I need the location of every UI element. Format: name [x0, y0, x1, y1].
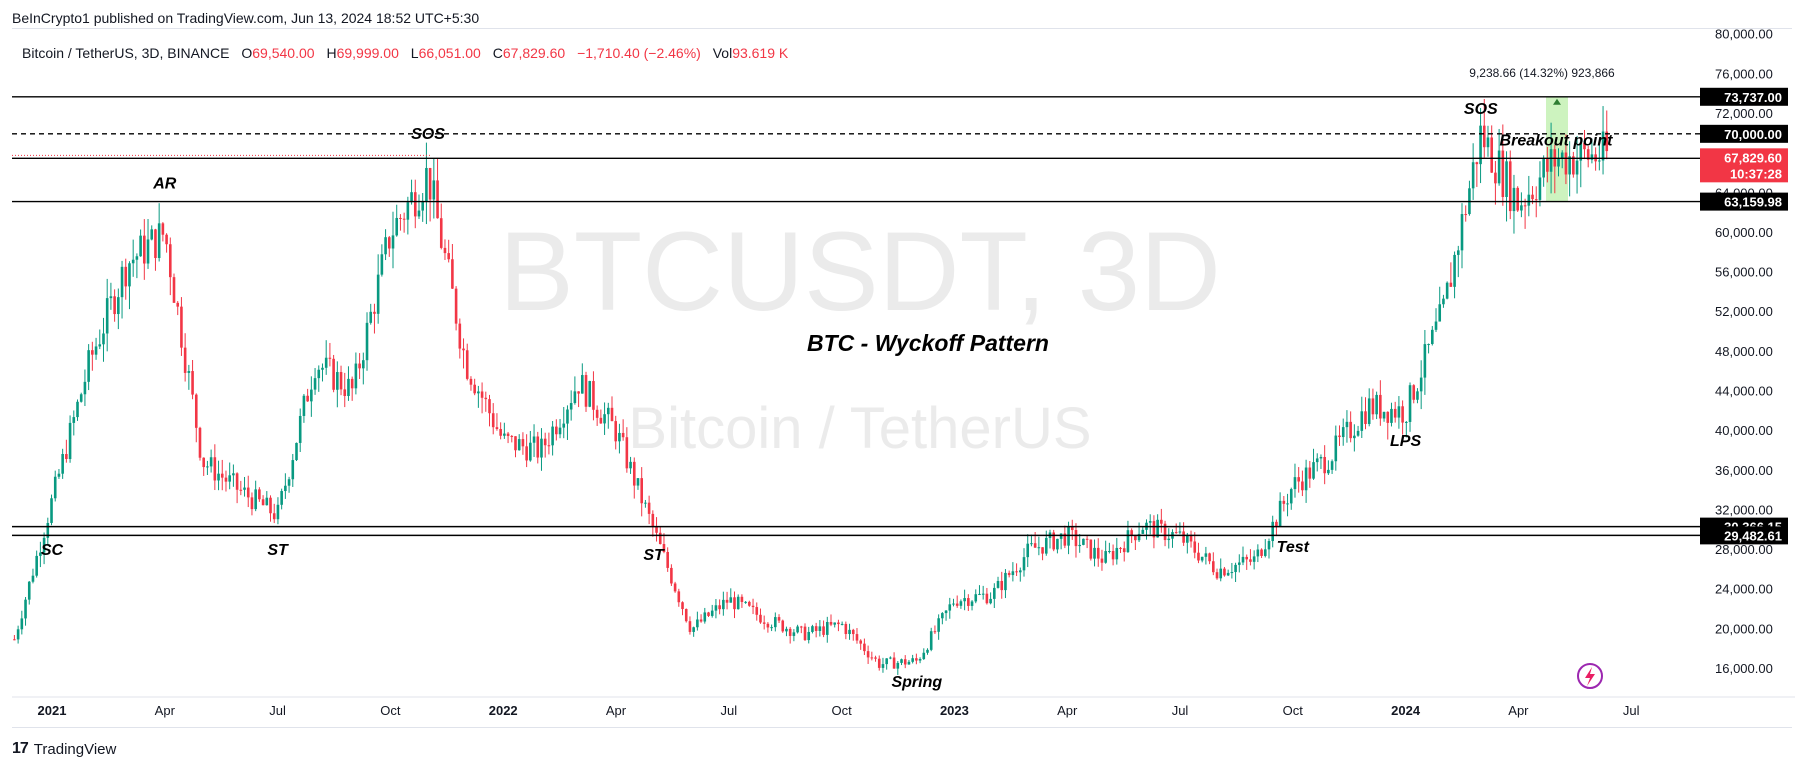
legend-open-value: 69,540.00: [252, 45, 315, 61]
legend-low-label: L: [410, 45, 419, 61]
legend-volume-label: Vol: [712, 45, 733, 61]
legend-high-value: 69,999.00: [336, 45, 399, 61]
chart-frame: [12, 28, 1792, 728]
legend-close-label: C: [492, 45, 503, 61]
legend-symbol[interactable]: Bitcoin / TetherUS, 3D, BINANCE: [22, 45, 230, 61]
legend-high-label: H: [326, 45, 337, 61]
footer: 17 TradingView: [12, 740, 116, 758]
footer-brand: TradingView: [33, 740, 117, 758]
tradingview-logo-icon[interactable]: 17: [12, 740, 29, 757]
legend-low-value: 66,051.00: [418, 45, 481, 61]
ohlc-legend: Bitcoin / TetherUS, 3D, BINANCE O69,540.…: [22, 45, 788, 61]
legend-open-label: O: [241, 45, 253, 61]
legend-close-value: 67,829.60: [502, 45, 566, 61]
legend-change: −1,710.40 (−2.46%): [577, 45, 701, 61]
publish-info: BeInCrypto1 published on TradingView.com…: [12, 10, 480, 26]
legend-volume-value: 93.619 K: [732, 45, 789, 61]
